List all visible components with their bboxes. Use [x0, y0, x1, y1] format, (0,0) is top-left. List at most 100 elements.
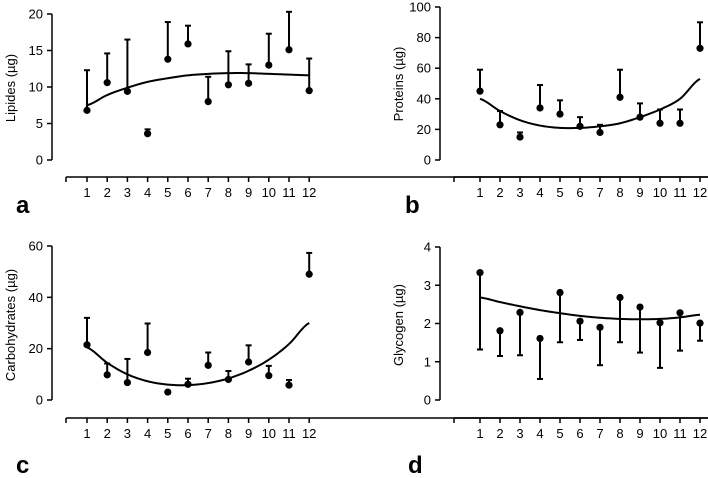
data-point-b-12 — [696, 44, 704, 52]
x-tick-label-a-11: 11 — [282, 185, 296, 200]
data-point-d-4 — [536, 334, 544, 343]
data-point-c-1 — [83, 341, 91, 349]
data-point-c-11 — [285, 381, 293, 389]
fit-curve-d — [479, 296, 701, 321]
x-tick-label-c-2: 2 — [104, 426, 111, 441]
y-axis-title-a: Lipides (µg) — [3, 54, 18, 122]
data-point-d-10 — [656, 319, 664, 327]
data-point-b-1 — [476, 87, 484, 95]
x-tick-label-b-10: 10 — [653, 185, 667, 200]
x-tick-label-a-9: 9 — [245, 185, 252, 200]
data-point-c-2 — [103, 371, 111, 379]
x-tick-label-c-5: 5 — [164, 426, 171, 441]
x-tick-label-d-8: 8 — [616, 426, 623, 441]
x-tick-label-d-4: 4 — [536, 426, 543, 441]
y-axis-title-c: Carbohydrates (µg) — [3, 269, 18, 381]
panel-d: d Glycogen (µg) — [391, 284, 423, 478]
data-point-d-12 — [696, 319, 704, 327]
y-tick-label-a-1: 5 — [36, 116, 43, 131]
data-point-d-3 — [516, 308, 524, 317]
x-tick-label-b-2: 2 — [496, 185, 503, 200]
data-point-d-8 — [616, 293, 624, 302]
data-point-d-7 — [596, 323, 604, 331]
y-tick-label-b-2: 40 — [417, 91, 431, 106]
x-tick-label-b-4: 4 — [536, 185, 543, 200]
x-tick-label-a-2: 2 — [104, 185, 111, 200]
data-point-b-2 — [496, 121, 504, 129]
data-point-a-8 — [224, 81, 232, 89]
data-point-c-4 — [144, 348, 152, 357]
y-tick-label-c-0: 0 — [36, 393, 43, 408]
x-tick-label-c-1: 1 — [83, 426, 90, 441]
data-point-c-9 — [245, 358, 253, 366]
y-tick-label-d-4: 4 — [424, 240, 431, 255]
data-point-c-6 — [184, 380, 192, 388]
data-point-b-8 — [616, 93, 624, 101]
x-tick-label-c-9: 9 — [245, 426, 252, 441]
data-point-d-9 — [636, 303, 644, 311]
y-tick-label-d-2: 2 — [424, 316, 431, 331]
data-point-a-5 — [164, 55, 172, 63]
x-tick-label-b-9: 9 — [636, 185, 643, 200]
x-tick-label-c-4: 4 — [144, 426, 151, 441]
fit-curve-b — [479, 78, 701, 130]
x-tick-label-c-12: 12 — [302, 426, 316, 441]
panel-letter-b: b — [405, 192, 420, 219]
data-point-c-5 — [164, 388, 172, 396]
x-tick-label-a-10: 10 — [262, 185, 276, 200]
data-point-a-11 — [285, 46, 293, 54]
data-point-d-11 — [676, 309, 684, 317]
x-tick-label-c-8: 8 — [225, 426, 232, 441]
x-tick-label-a-4: 4 — [144, 185, 151, 200]
x-tick-label-b-6: 6 — [576, 185, 583, 200]
panel-letter-c: c — [16, 452, 29, 478]
x-tick-label-d-12: 12 — [693, 426, 707, 441]
data-point-b-3 — [516, 133, 524, 141]
x-tick-label-d-9: 9 — [636, 426, 643, 441]
x-tick-label-b-1: 1 — [476, 185, 483, 200]
y-tick-label-a-2: 10 — [29, 80, 43, 95]
y-tick-label-c-2: 40 — [29, 290, 43, 305]
x-tick-label-a-8: 8 — [225, 185, 232, 200]
x-tick-label-a-3: 3 — [124, 185, 131, 200]
data-point-b-4 — [536, 104, 544, 112]
data-point-b-5 — [556, 110, 564, 118]
data-point-a-7 — [204, 98, 212, 106]
x-tick-label-b-12: 12 — [693, 185, 707, 200]
x-tick-label-a-6: 6 — [184, 185, 191, 200]
data-point-c-8 — [224, 375, 232, 384]
data-point-b-10 — [656, 119, 664, 127]
y-tick-label-b-3: 60 — [417, 61, 431, 76]
data-point-d-6 — [576, 317, 584, 325]
x-tick-label-d-11: 11 — [673, 426, 687, 441]
data-point-d-5 — [556, 288, 564, 297]
panel-letter-a: a — [16, 192, 30, 219]
x-tick-label-d-6: 6 — [576, 426, 583, 441]
fit-curve-c — [86, 322, 310, 387]
y-tick-label-c-3: 60 — [29, 239, 43, 254]
data-point-a-3 — [123, 87, 131, 95]
x-tick-label-d-3: 3 — [516, 426, 523, 441]
y-tick-label-a-4: 20 — [29, 7, 43, 22]
y-axis-title-d: Glycogen (µg) — [391, 284, 406, 366]
y-tick-label-b-5: 100 — [409, 0, 431, 15]
x-tick-label-c-7: 7 — [205, 426, 212, 441]
data-point-a-12 — [305, 87, 313, 95]
x-tick-label-d-7: 7 — [596, 426, 603, 441]
data-point-b-9 — [636, 113, 644, 121]
y-tick-label-b-1: 20 — [417, 122, 431, 137]
panel-c: c Carbohydrates (µg) — [3, 269, 29, 478]
data-point-c-3 — [123, 378, 131, 387]
y-axis-title-b: Proteins (µg) — [391, 47, 406, 122]
y-tick-label-b-0: 0 — [424, 153, 431, 168]
x-tick-label-a-5: 5 — [164, 185, 171, 200]
data-point-d-1 — [476, 269, 484, 277]
x-tick-label-a-12: 12 — [302, 185, 316, 200]
data-point-b-7 — [596, 128, 604, 137]
x-tick-label-b-11: 11 — [673, 185, 687, 200]
x-tick-label-c-3: 3 — [124, 426, 131, 441]
